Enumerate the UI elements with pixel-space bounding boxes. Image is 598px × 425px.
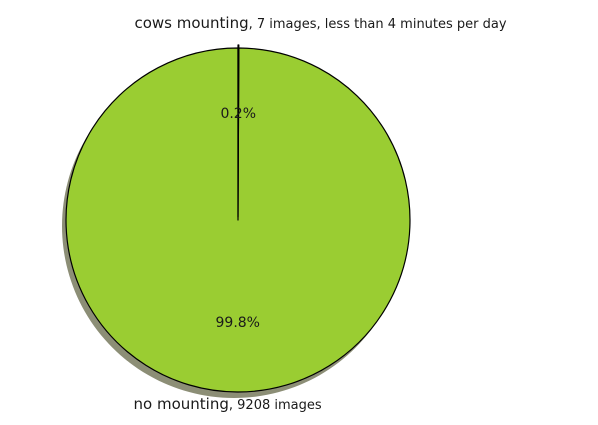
- pie-slice-no-mounting: [65, 47, 411, 393]
- pie-slice-label-name: no mounting: [134, 395, 229, 413]
- pie-label-layer: 0.2% cows mounting, 7 images, less than 4…: [134, 14, 507, 413]
- pie-slice-label: no mounting, 9208 images: [134, 395, 322, 413]
- pie-percent-label: 99.8%: [216, 315, 260, 331]
- pie-slice-label: cows mounting, 7 images, less than 4 min…: [134, 14, 506, 32]
- pie-slice-cows-mounting: [237, 44, 240, 218]
- pie-slice-layer: [65, 44, 411, 393]
- pie-slice-label-name: cows mounting: [134, 14, 248, 32]
- pie-slice-label-detail: , 7 images, less than 4 minutes per day: [249, 17, 507, 32]
- pie-slice-label-detail: , 9208 images: [229, 398, 322, 413]
- pie-percent-label: 0.2%: [220, 106, 256, 122]
